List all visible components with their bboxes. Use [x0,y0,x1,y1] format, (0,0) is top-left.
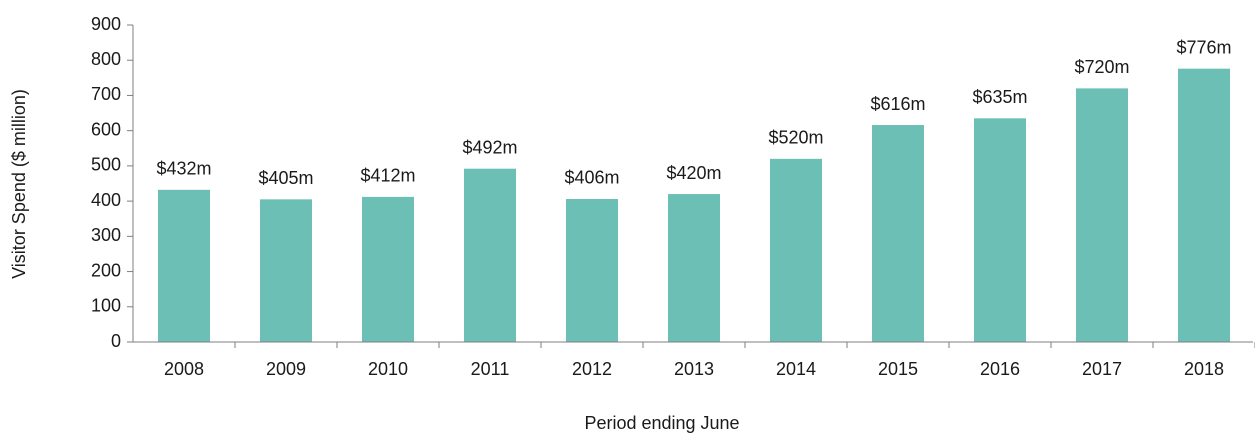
y-tick-label: 200 [91,260,121,280]
bar [565,198,619,342]
value-label: $520m [768,128,823,148]
bar [667,194,721,342]
x-tick-label: 2011 [471,359,510,379]
x-tick-label: 2014 [776,359,816,379]
x-tick-label: 2010 [368,359,408,379]
value-label: $776m [1176,37,1231,57]
value-label: $412m [360,166,415,186]
x-tick-label: 2012 [572,359,612,379]
y-tick-label: 800 [91,49,121,69]
value-label: $405m [258,168,313,188]
bar [973,118,1027,342]
bar [463,168,517,342]
y-tick-label: 500 [91,155,121,175]
bar [259,199,313,342]
bar [361,196,415,342]
y-tick-label: 0 [111,331,121,351]
y-tick-label: 300 [91,225,121,245]
x-axis-label: Period ending June [584,413,739,433]
value-label: $432m [156,159,211,179]
y-tick-label: 900 [91,14,121,34]
bar [871,125,925,342]
x-tick-label: 2017 [1082,359,1122,379]
value-label: $492m [462,137,517,157]
value-label: $406m [564,168,619,188]
y-axis-label: Visitor Spend ($ million) [9,89,29,279]
y-tick-label: 700 [91,84,121,104]
x-tick-label: 2013 [674,359,714,379]
bar [1075,88,1129,343]
y-tick-label: 400 [91,190,121,210]
x-tick-label: 2009 [266,359,306,379]
y-tick-label: 100 [91,296,121,316]
bar [769,158,823,342]
x-tick-label: 2018 [1184,359,1224,379]
value-label: $616m [870,94,925,114]
value-label: $720m [1074,57,1129,77]
y-tick-label: 600 [91,119,121,139]
value-label: $635m [972,87,1027,107]
bar [157,189,211,342]
x-tick-label: 2008 [164,359,204,379]
x-tick-label: 2016 [980,359,1020,379]
bar [1177,68,1231,343]
value-label: $420m [666,163,721,183]
x-tick-label: 2015 [878,359,918,379]
